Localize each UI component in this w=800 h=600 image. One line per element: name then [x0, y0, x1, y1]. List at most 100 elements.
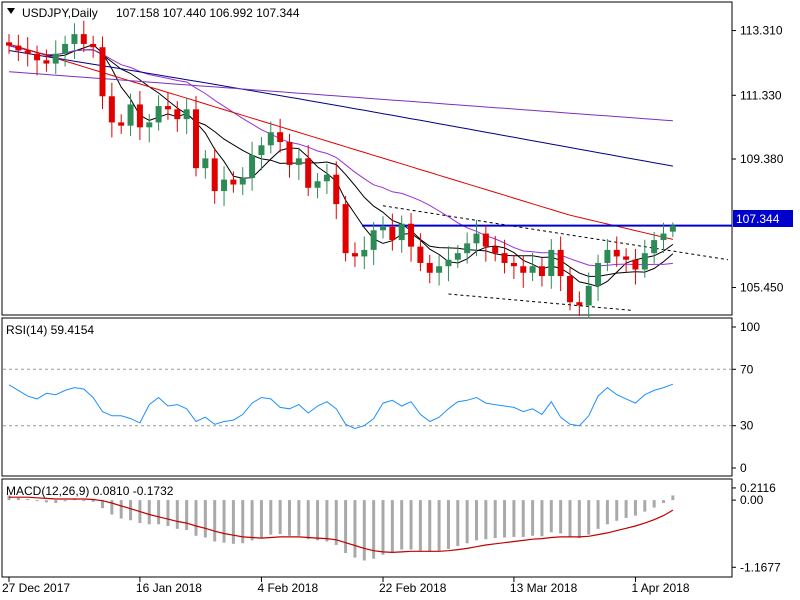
candle-body	[361, 249, 368, 257]
price-tick-label: 111.330	[740, 88, 782, 102]
candle-body	[71, 34, 78, 44]
candle-body	[164, 106, 171, 110]
rsi-tick-label: 30	[740, 419, 754, 433]
macd-label: MACD(12,26,9) 0.0810 -0.1732	[6, 484, 174, 498]
candle-body	[230, 179, 237, 185]
candle-body	[108, 96, 115, 123]
candle-body	[333, 174, 340, 205]
macd-tick-label: 0.00	[740, 493, 764, 507]
candle-body	[576, 302, 583, 306]
rsi-tick-label: 100	[740, 320, 760, 334]
candle-body	[62, 43, 69, 54]
candle-body	[613, 249, 620, 257]
macd-tick-label: -1.1677	[740, 560, 781, 574]
candle-body	[641, 253, 648, 270]
price-tick-label: 113.310	[740, 24, 783, 38]
macd-signal-line	[9, 496, 674, 554]
candle-body	[623, 256, 630, 260]
candle-body	[660, 233, 667, 241]
candle-body	[501, 253, 508, 263]
chart-title: USDJPY,Daily	[22, 6, 98, 20]
candle-body	[43, 60, 50, 64]
candle-body	[473, 233, 480, 244]
candle-body	[174, 109, 181, 120]
candle-body	[342, 204, 349, 254]
candle-body	[127, 104, 134, 126]
candle-body	[286, 142, 293, 165]
price-tick-label: 109.380	[740, 152, 784, 166]
rsi-line	[8, 383, 674, 430]
candle-body	[538, 266, 545, 277]
ohlc-readout: 107.158 107.440 106.992 107.344	[116, 6, 300, 20]
candle-body	[464, 243, 471, 254]
candle-body	[454, 253, 461, 260]
rsi-tick-label: 0	[740, 461, 747, 475]
rsi-label: RSI(14) 59.4154	[6, 323, 94, 337]
candle-body	[80, 34, 87, 44]
candle-body	[585, 285, 592, 306]
lower-trendline	[448, 293, 633, 311]
axis-layer: 113.310 111.330 109.380 105.450 100 70 30 0 0.21…	[2, 24, 784, 595]
candle-body	[323, 174, 330, 182]
candle-body	[277, 132, 284, 143]
candle-body	[604, 249, 611, 263]
candle-body	[258, 145, 265, 156]
candle-body	[221, 179, 228, 192]
candle-body	[15, 45, 22, 51]
candle-body	[90, 43, 97, 48]
candle-body	[202, 158, 209, 169]
price-layer	[6, 20, 732, 319]
candle-body	[548, 249, 555, 277]
candle-body	[118, 122, 125, 126]
candle-body	[146, 122, 153, 128]
candle-body	[520, 266, 527, 273]
rsi-layer	[3, 368, 731, 430]
candle-body	[305, 158, 312, 188]
candle-body	[211, 158, 218, 192]
upper-trendline	[382, 205, 729, 261]
candle-body	[632, 259, 639, 270]
candle-body	[249, 155, 256, 178]
candle-body	[426, 262, 433, 273]
candle-body	[99, 47, 106, 97]
ma-100-line	[8, 50, 673, 167]
last-price-label: 107.344	[736, 212, 780, 226]
date-tick-label: 4 Feb 2018	[257, 581, 318, 595]
date-tick-label: 16 Jan 2018	[136, 581, 202, 595]
candle-body	[183, 109, 190, 120]
candle-body	[482, 233, 489, 247]
chevron-down-icon[interactable]	[7, 8, 15, 14]
last-price-box	[733, 210, 793, 227]
candle-body	[370, 230, 377, 250]
date-tick-label: 22 Feb 2018	[379, 581, 447, 595]
candle-body	[136, 104, 143, 128]
candle-body	[529, 266, 536, 273]
candle-body	[267, 132, 274, 146]
price-tick-label: 105.450	[740, 280, 784, 294]
rsi-tick-label: 70	[740, 362, 754, 376]
candle-body	[24, 50, 31, 54]
date-tick-label: 13 Mar 2018	[510, 581, 578, 595]
candle-body	[6, 42, 12, 46]
candle-body	[380, 227, 386, 231]
macd-tick-label: 0.2116	[740, 481, 776, 495]
ma-5-line	[8, 44, 674, 288]
candle-body	[295, 158, 302, 165]
candle-body	[398, 223, 405, 241]
macd-panel-frame	[1, 478, 733, 578]
date-tick-label: 1 Apr 2018	[631, 581, 689, 595]
candle-body	[34, 53, 41, 61]
candle-body	[314, 181, 321, 188]
candle-body	[567, 276, 573, 303]
candle-body	[445, 259, 452, 267]
candle-body	[557, 249, 564, 277]
candle-body	[52, 53, 59, 64]
candle-body	[193, 109, 199, 169]
ma-50-line	[8, 43, 674, 240]
candle-body	[669, 225, 676, 232]
ma-200-line	[8, 71, 673, 122]
candle-body	[651, 240, 658, 254]
date-tick-label: 27 Dec 2017	[2, 581, 70, 595]
candle-body	[389, 227, 396, 241]
